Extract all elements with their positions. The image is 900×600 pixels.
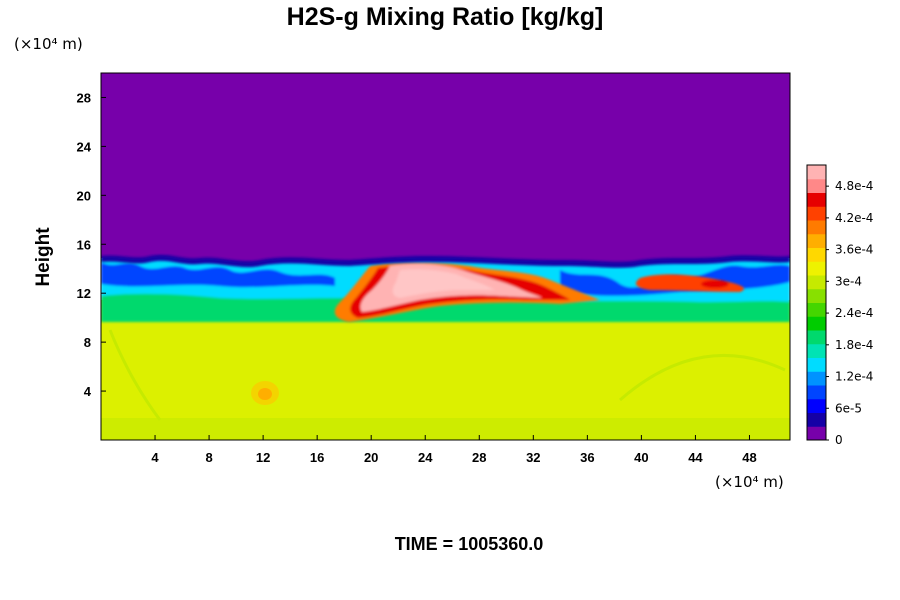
colorbar-swatch bbox=[807, 247, 826, 262]
interface-blue bbox=[101, 262, 335, 288]
y-tick-label: 20 bbox=[77, 188, 91, 203]
x-axis-ticks: 4 8 12 16 20 24 28 32 36 40 44 48 bbox=[151, 435, 757, 465]
colorbar-frame bbox=[806, 164, 827, 441]
colorbar-swatch bbox=[807, 343, 826, 358]
field-lower-layer bbox=[101, 300, 790, 440]
x-tick-label: 24 bbox=[418, 450, 433, 465]
colorbar-swatch bbox=[807, 398, 826, 413]
interface-green bbox=[101, 293, 790, 322]
colorbar-swatch bbox=[807, 261, 826, 276]
y-tick-label: 24 bbox=[77, 139, 92, 154]
x-axis-unit: (×10⁴ m) bbox=[715, 473, 784, 491]
colorbar-swatch bbox=[807, 220, 826, 235]
colorbar-swatch bbox=[807, 412, 826, 427]
colorbar-swatch bbox=[807, 426, 826, 441]
colorbar-tick-label: 2.4e-4 bbox=[835, 306, 873, 320]
x-tick-label: 28 bbox=[472, 450, 486, 465]
colorbar-swatch bbox=[807, 165, 826, 180]
interface-navy bbox=[101, 254, 790, 268]
hot-region-secondary-core bbox=[701, 280, 729, 288]
heatmap-field bbox=[101, 73, 790, 440]
colorbar-tick-label: 4.8e-4 bbox=[835, 179, 873, 193]
colorbar-tick-label: 3e-4 bbox=[835, 274, 862, 288]
colorbar-swatch bbox=[807, 316, 826, 331]
y-axis-unit: (×10⁴ m) bbox=[14, 35, 83, 53]
plot-frame bbox=[100, 72, 791, 441]
colorbar-tick-label: 1.8e-4 bbox=[835, 338, 873, 352]
y-tick-label: 12 bbox=[77, 286, 91, 301]
colorbar-swatch bbox=[807, 206, 826, 221]
colorbar-swatch bbox=[807, 178, 826, 193]
colorbar-swatch bbox=[807, 357, 826, 372]
colorbar-swatch bbox=[807, 275, 826, 290]
y-tick-label: 28 bbox=[77, 90, 91, 105]
y-tick-label: 8 bbox=[84, 335, 91, 350]
colorbar-swatch bbox=[807, 192, 826, 207]
colorbar-tick-label: 3.6e-4 bbox=[835, 243, 873, 257]
colorbar bbox=[806, 164, 827, 441]
colorbar-ticks: 4.8e-4 4.2e-4 3.6e-4 3e-4 2.4e-4 1.8e-4 1.2e-4… bbox=[826, 179, 873, 447]
x-tick-label: 36 bbox=[580, 450, 594, 465]
x-tick-label: 48 bbox=[742, 450, 756, 465]
colorbar-swatch bbox=[807, 371, 826, 386]
colorbar-tick-label: 1.2e-4 bbox=[835, 370, 873, 384]
field-swirl bbox=[108, 329, 162, 421]
colorbar-tick-label: 0 bbox=[835, 433, 843, 447]
field-upper-layer bbox=[101, 73, 790, 264]
x-tick-label: 32 bbox=[526, 450, 540, 465]
x-tick-label: 44 bbox=[688, 450, 703, 465]
y-tick-label: 4 bbox=[84, 384, 92, 399]
colorbar-swatch bbox=[807, 288, 826, 303]
colorbar-swatch bbox=[807, 330, 826, 345]
x-tick-label: 8 bbox=[205, 450, 212, 465]
y-axis-ticks: 4 8 12 16 20 24 28 bbox=[77, 90, 106, 399]
x-tick-label: 12 bbox=[256, 450, 270, 465]
colorbar-tick-label: 6e-5 bbox=[835, 401, 862, 415]
colorbar-swatch bbox=[807, 385, 826, 400]
field-warm-blob-core bbox=[258, 388, 272, 400]
y-tick-label: 16 bbox=[77, 237, 91, 252]
x-tick-label: 40 bbox=[634, 450, 648, 465]
hot-region-pink-light bbox=[392, 269, 495, 298]
chart-title: H2S-g Mixing Ratio [kg/kg] bbox=[287, 3, 604, 31]
x-tick-label: 20 bbox=[364, 450, 378, 465]
x-tick-label: 16 bbox=[310, 450, 324, 465]
colorbar-tick-label: 4.2e-4 bbox=[835, 211, 873, 225]
field-surface-band bbox=[101, 418, 790, 440]
x-tick-label: 4 bbox=[151, 450, 159, 465]
colorbar-swatch bbox=[807, 302, 826, 317]
y-axis-label: Height bbox=[33, 227, 54, 287]
field-swirl bbox=[619, 353, 786, 402]
colorbar-swatch bbox=[807, 233, 826, 248]
time-label: TIME = 1005360.0 bbox=[395, 534, 544, 554]
